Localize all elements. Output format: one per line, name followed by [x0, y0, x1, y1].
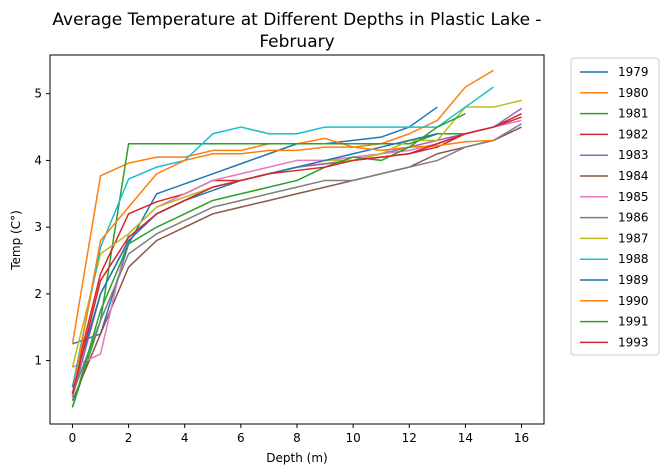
x-tick-label: 2 [125, 431, 133, 445]
y-axis: 1 2 3 4 5 [34, 87, 50, 368]
chart-title: Average Temperature at Different Depths … [52, 10, 541, 52]
y-tick-label: 4 [34, 153, 42, 167]
series-line-1988 [71, 86, 494, 388]
x-tick-label: 4 [181, 431, 189, 445]
chart-title-line-1: Average Temperature at Different Depths … [52, 10, 541, 30]
legend-label: 1982 [618, 127, 649, 141]
legend: 1979 1980 1981 1982 1983 1984 1985 1986 1987 1988… [570, 57, 660, 356]
series-line-1989 [71, 133, 438, 388]
legend-label: 1985 [618, 190, 649, 204]
series-line-1993 [71, 116, 522, 395]
y-axis-label: Temp (C°) [9, 210, 23, 271]
legend-label: 1979 [618, 65, 649, 79]
x-tick-label: 0 [69, 431, 77, 445]
x-tick-label: 12 [402, 431, 417, 445]
plot-frame [49, 54, 545, 425]
legend-label: 1980 [618, 86, 649, 100]
x-tick-label: 8 [293, 431, 301, 445]
x-tick-label: 16 [514, 431, 529, 445]
x-tick-label: 10 [345, 431, 360, 445]
series-line-1984 [71, 126, 522, 401]
x-tick-label: 6 [237, 431, 245, 445]
series-line-1990 [71, 139, 494, 395]
legend-label: 1990 [618, 294, 649, 308]
series-line-1987 [71, 99, 522, 368]
series-line-1991 [71, 113, 466, 408]
y-tick-label: 1 [34, 354, 42, 368]
chart-title-line-2: February [259, 32, 334, 52]
legend-label: 1988 [618, 252, 649, 266]
legend-label: 1981 [618, 107, 649, 121]
legend-label: 1986 [618, 211, 649, 225]
legend-label: 1987 [618, 231, 649, 245]
legend-label: 1993 [618, 335, 649, 349]
plot-series-group [71, 69, 522, 408]
y-tick-label: 5 [34, 87, 42, 101]
x-axis: 0 2 4 6 8 10 12 14 16 [69, 424, 529, 445]
x-axis-label: Depth (m) [266, 451, 327, 465]
legend-label: 1983 [618, 148, 649, 162]
y-tick-label: 3 [34, 220, 42, 234]
series-line-1981 [71, 132, 466, 408]
series-line-1982 [71, 113, 522, 388]
legend-label: 1984 [618, 169, 649, 183]
legend-label: 1989 [618, 273, 649, 287]
legend-label: 1991 [618, 315, 649, 329]
y-tick-label: 2 [34, 287, 42, 301]
series-line-1986 [71, 123, 522, 395]
x-tick-label: 14 [458, 431, 473, 445]
series-line-1985 [72, 119, 522, 368]
legend-frame [570, 57, 660, 356]
